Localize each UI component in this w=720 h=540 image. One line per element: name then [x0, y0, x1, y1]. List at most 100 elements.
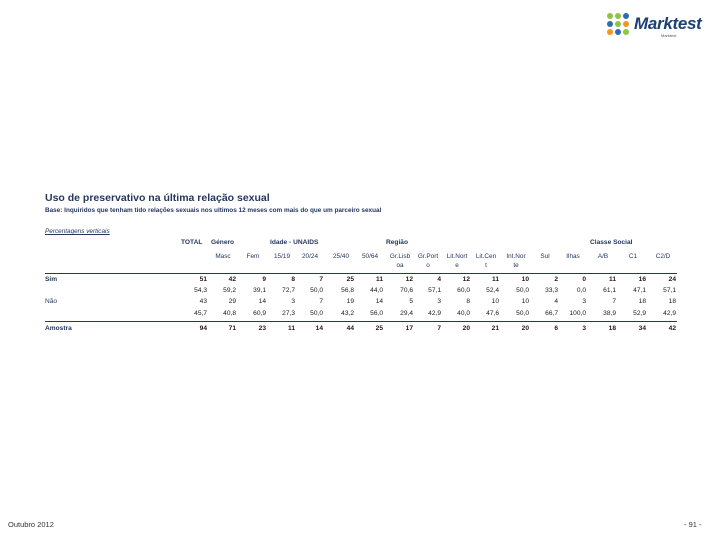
column-header-line: A/B	[597, 253, 609, 260]
table-cell: 42,9	[428, 310, 441, 317]
table-cell: 38,9	[603, 310, 616, 317]
table-cell: 18	[668, 298, 676, 305]
column-header: Lit.Nort e	[444, 252, 470, 270]
table-cell: 29,4	[400, 310, 413, 317]
table-cell: 56,8	[341, 287, 354, 294]
logo-tagline: Marktest	[661, 33, 677, 38]
column-header: 50/64	[357, 252, 383, 261]
column-header: 25/40	[328, 252, 354, 261]
column-header-line: 20/24	[302, 253, 318, 260]
column-header-line: 25/40	[333, 253, 349, 260]
table-cell: 57,1	[663, 287, 676, 294]
table-cell: 2	[554, 276, 558, 283]
table-cell: 14	[375, 298, 383, 305]
table-cell: 7	[437, 325, 441, 332]
column-header-line: oa	[396, 262, 404, 269]
footer-date: Outubro 2012	[8, 520, 54, 529]
table-cell: 18	[638, 298, 646, 305]
table-cell: 44	[346, 325, 354, 332]
table-cell: 3	[437, 298, 441, 305]
column-header-line: Gr.Lisb	[389, 253, 411, 260]
table-cell: 40,0	[457, 310, 470, 317]
table-cell: 8	[466, 298, 470, 305]
table-cell: 50,0	[310, 287, 323, 294]
column-header-line: 50/64	[362, 253, 378, 260]
table-cell: 50,0	[516, 310, 529, 317]
table-cell: 57,1	[428, 287, 441, 294]
table-cell: 25	[346, 276, 354, 283]
table-cell: 52,9	[633, 310, 646, 317]
table-cell: 7	[319, 276, 323, 283]
table-cell: 52,4	[486, 287, 499, 294]
table-cell: 61,1	[603, 287, 616, 294]
column-header-line: Lit.Nort	[446, 253, 468, 260]
table-cell: 56,0	[370, 310, 383, 317]
table-cell: 0,0	[576, 287, 586, 294]
column-header-line: Sul	[540, 253, 550, 260]
table-cell: 14	[258, 298, 266, 305]
column-header: A/B	[590, 252, 616, 261]
logo-dots-icon	[607, 13, 631, 37]
table-cell: 20	[462, 325, 470, 332]
table-cell: 29	[228, 298, 236, 305]
column-header: Gr.Port o	[415, 252, 441, 270]
table-cell: 11	[609, 276, 616, 283]
table-cell: 100,0	[569, 310, 586, 317]
table-cell: 45,7	[194, 310, 207, 317]
table-cell: 3	[582, 298, 586, 305]
table-base: Base: Inquiridos que tenham tido relaçõe…	[45, 207, 382, 214]
table-cell: 16	[638, 276, 646, 283]
column-header: Sul	[532, 252, 558, 261]
logo-brand-text: Marktest	[634, 14, 702, 33]
row-label: Amostra	[45, 325, 72, 332]
table-cell: 50,0	[310, 310, 323, 317]
table-cell: 42	[228, 276, 236, 283]
table-cell: 59,2	[223, 287, 236, 294]
table-cell: 20	[521, 325, 529, 332]
row-label: Sim	[45, 276, 58, 283]
table-cell: 9	[262, 276, 266, 283]
column-header: Ilhas	[560, 252, 586, 261]
table-cell: 10	[521, 298, 529, 305]
group-idade: Idade - UNAIDS	[270, 239, 319, 246]
column-header-line: o	[426, 262, 430, 269]
table-cell: 10	[521, 276, 529, 283]
percent-note: Percentagens verticais	[45, 228, 110, 235]
table-cell: 3	[582, 325, 586, 332]
table-cell: 11	[376, 276, 383, 283]
table-cell: 50,0	[516, 287, 529, 294]
column-header-line: Lit.Cen	[475, 253, 497, 260]
table-cell: 12	[462, 276, 470, 283]
table-cell: 34	[638, 325, 646, 332]
table-cell: 40,8	[223, 310, 236, 317]
table-cell: 47,6	[486, 310, 499, 317]
table-cell: 27,3	[282, 310, 295, 317]
table-cell: 10	[491, 298, 499, 305]
table-cell: 11	[492, 276, 499, 283]
table-cell: 19	[346, 298, 354, 305]
table-cell: 23	[258, 325, 266, 332]
table-cell: 21	[491, 325, 499, 332]
column-header-line: t	[485, 262, 487, 269]
marktest-logo: Marktest Marktest	[607, 13, 707, 39]
column-header: Lit.Cen t	[473, 252, 499, 270]
table-rule	[45, 321, 677, 322]
column-header-line: Fem	[246, 253, 260, 260]
column-header-line: Int.Nor	[506, 253, 526, 260]
column-header: Gr.Lisb oa	[387, 252, 413, 270]
group-total: TOTAL	[181, 239, 203, 246]
table-cell: 4	[437, 276, 441, 283]
row-label: Não	[45, 298, 58, 305]
table-rule	[45, 273, 677, 274]
column-header: 20/24	[297, 252, 323, 261]
table-cell: 33,3	[545, 287, 558, 294]
table-cell: 70,6	[400, 287, 413, 294]
table-cell: 4	[554, 298, 558, 305]
table-cell: 71	[228, 325, 236, 332]
table-cell: 47,1	[633, 287, 646, 294]
column-header-line: 15/19	[274, 253, 290, 260]
table-cell: 42,9	[663, 310, 676, 317]
table-cell: 24	[668, 276, 676, 283]
column-header-line: C1	[628, 253, 638, 260]
table-cell: 60,0	[457, 287, 470, 294]
